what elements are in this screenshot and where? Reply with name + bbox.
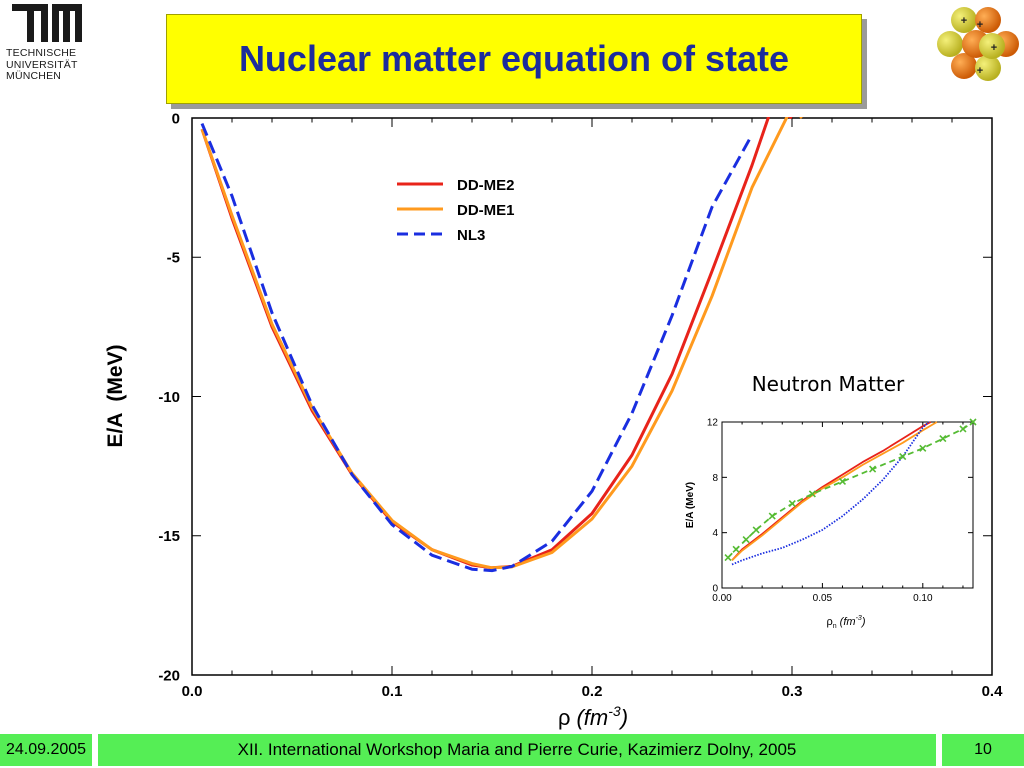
data-point-marker xyxy=(939,435,947,443)
series-line-2 xyxy=(731,421,930,566)
eos-chart: 0.0 0.1 0.2 0.3 0.4 0 -5 -10 -15 -20 E/A (MeV) ρ… xyxy=(104,110,1004,730)
legend: DD-ME2 DD-ME1 NL3 xyxy=(397,177,515,244)
footer-page-number: 10 xyxy=(942,734,1024,766)
data-point-marker xyxy=(788,500,796,508)
svg-text:+: + xyxy=(977,65,983,77)
x-tick-label: 0.1 xyxy=(382,683,403,700)
data-point-marker xyxy=(732,545,740,553)
inset-background xyxy=(680,395,980,635)
data-point-marker xyxy=(899,453,907,461)
inset-x-tick-labels: 0.00 0.05 0.10 xyxy=(712,593,933,604)
data-point-marker xyxy=(724,554,732,562)
series-line-3 xyxy=(727,421,973,559)
svg-text:+: + xyxy=(991,42,997,54)
tum-logo-text: TECHNISCHE UNIVERSITÄT MÜNCHEN xyxy=(6,47,78,83)
data-point-marker xyxy=(838,477,847,486)
series-line-1 xyxy=(731,421,938,561)
data-point-marker xyxy=(869,465,877,473)
inset-series xyxy=(724,418,977,566)
logo-line: UNIVERSITÄT xyxy=(6,58,78,71)
legend-label-nl3: NL3 xyxy=(457,227,485,244)
y-tick-label: 0 xyxy=(712,584,718,595)
nucleus-icon: + + + + xyxy=(937,7,1019,81)
series-line-0 xyxy=(731,421,932,561)
data-point-marker xyxy=(752,526,760,534)
main-x-tick-labels: 0.0 0.1 0.2 0.3 0.4 xyxy=(182,683,1004,700)
x-tick-label: 0.0 xyxy=(182,683,203,700)
y-tick-label: -20 xyxy=(158,667,180,684)
x-tick-label: 0.3 xyxy=(782,683,803,700)
y-tick-label: 8 xyxy=(712,473,718,484)
footer-date: 24.09.2005 xyxy=(0,734,92,766)
y-tick-label: 12 xyxy=(707,418,719,429)
y-axis-label: E/A (MeV) xyxy=(104,344,127,447)
y-tick-label: 4 xyxy=(712,528,718,539)
svg-text:+: + xyxy=(961,15,967,27)
data-point-marker xyxy=(959,425,967,433)
x-axis-label: ρ (fm-3) xyxy=(558,703,628,730)
y-tick-label: -5 xyxy=(167,250,180,267)
x-tick-label: 0.4 xyxy=(982,683,1004,700)
inset-x-axis-symbol: ρ xyxy=(827,616,833,628)
series-line-dd-me1 xyxy=(200,117,804,570)
data-point-marker xyxy=(808,490,816,498)
tum-logo-mark xyxy=(12,4,82,42)
logo-line: MÜNCHEN xyxy=(6,70,62,82)
x-axis-symbol: ρ xyxy=(558,705,571,730)
data-point-marker xyxy=(919,444,927,452)
inset-x-axis-label: ρn (fm-3) xyxy=(827,615,866,630)
x-axis-unit: fm xyxy=(584,705,608,730)
inset-y-axis-label: E/A (MeV) xyxy=(685,482,696,528)
y-tick-label: -10 xyxy=(158,389,180,406)
slide-title-box: Nuclear matter equation of state xyxy=(166,14,862,104)
data-point-marker xyxy=(742,536,750,544)
data-point-marker xyxy=(969,418,977,426)
legend-label-dd-me1: DD-ME1 xyxy=(457,202,515,219)
inset-title: Neutron Matter xyxy=(752,372,905,396)
data-point-marker xyxy=(768,512,776,520)
inset-frame xyxy=(721,421,974,589)
tum-logo: TECHNISCHE UNIVERSITÄT MÜNCHEN xyxy=(6,4,86,92)
logo-line: TECHNISCHE xyxy=(6,47,77,59)
main-ticks xyxy=(191,117,993,676)
series-line-nl3 xyxy=(200,123,754,573)
main-y-tick-labels: 0 -5 -10 -15 -20 xyxy=(158,110,180,684)
inset-x-axis-exponent: -3 xyxy=(856,615,862,622)
inset-x-axis-unit: fm xyxy=(843,616,855,628)
svg-text:+: + xyxy=(977,19,983,31)
footer-event: XII. International Workshop Maria and Pi… xyxy=(98,734,936,766)
x-axis-exponent: -3 xyxy=(608,703,621,719)
y-tick-label: 0 xyxy=(172,110,180,127)
x-tick-label: 0.00 xyxy=(712,593,732,604)
slide-title: Nuclear matter equation of state xyxy=(238,38,790,79)
x-tick-label: 0.10 xyxy=(913,593,933,604)
inset-y-tick-labels: 0 4 8 12 xyxy=(707,418,719,595)
y-tick-label: -15 xyxy=(158,528,180,545)
x-tick-label: 0.2 xyxy=(582,683,603,700)
legend-label-dd-me2: DD-ME2 xyxy=(457,177,515,194)
main-series xyxy=(200,117,804,573)
inset-x-axis-subscript: n xyxy=(833,623,837,630)
x-tick-label: 0.05 xyxy=(813,593,833,604)
